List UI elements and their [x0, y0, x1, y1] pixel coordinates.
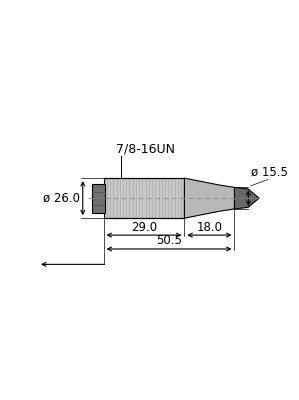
Polygon shape — [234, 187, 259, 209]
Bar — [103, 178, 184, 218]
Text: ø 26.0: ø 26.0 — [43, 192, 80, 205]
Text: 50.5: 50.5 — [156, 234, 182, 248]
Polygon shape — [184, 178, 234, 218]
Text: 18.0: 18.0 — [196, 220, 222, 234]
Polygon shape — [92, 184, 105, 213]
Text: 29.0: 29.0 — [131, 220, 157, 234]
Text: 7/8-16UN: 7/8-16UN — [116, 142, 175, 155]
Text: ø 15.5: ø 15.5 — [251, 165, 288, 178]
